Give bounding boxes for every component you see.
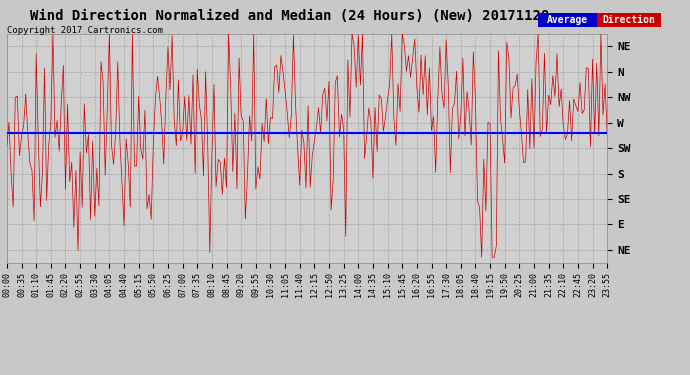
- Text: Copyright 2017 Cartronics.com: Copyright 2017 Cartronics.com: [7, 26, 163, 35]
- Text: Direction: Direction: [602, 15, 656, 25]
- Text: Wind Direction Normalized and Median (24 Hours) (New) 20171128: Wind Direction Normalized and Median (24…: [30, 9, 549, 23]
- Text: Average: Average: [547, 15, 588, 25]
